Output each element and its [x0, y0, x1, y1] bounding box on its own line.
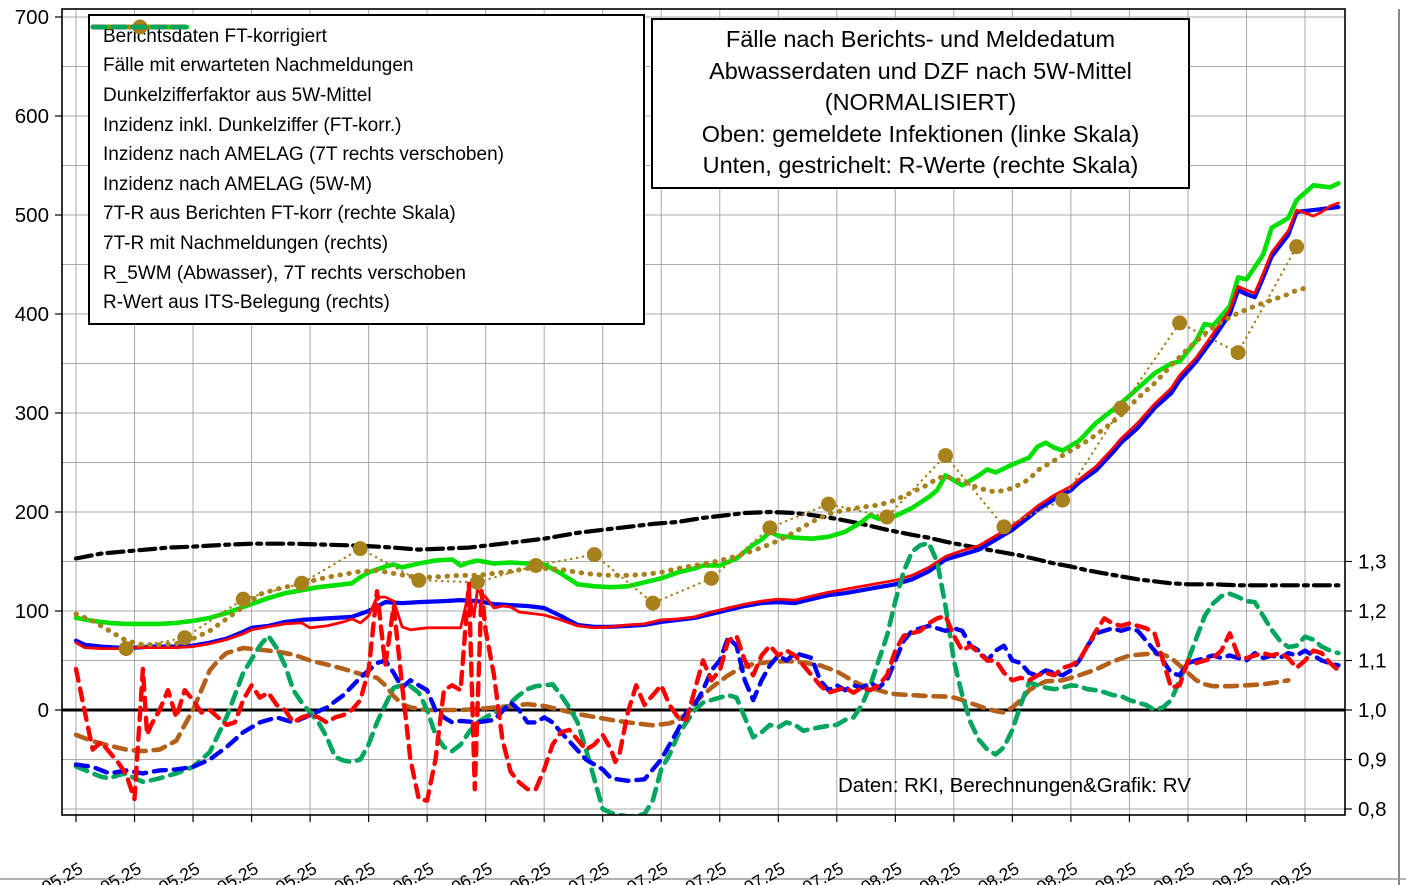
- x-axis-tick-label: 07.08.25: [836, 858, 905, 885]
- series-5: [73, 285, 1308, 648]
- amelag-marker: [528, 557, 544, 573]
- left-axis-tick-label: 200: [15, 501, 49, 524]
- left-axis-tick-label: 300: [15, 402, 49, 425]
- right-axis-tick-label: 0,9: [1358, 749, 1387, 772]
- x-axis-tick-label: 26.06.25: [485, 858, 554, 885]
- x-axis-tick-label: 17.07.25: [661, 858, 730, 885]
- x-axis-tick-label: 10.07.25: [602, 858, 671, 885]
- legend-label: Fälle mit erwarteten Nachmeldungen: [103, 55, 414, 77]
- series-1: [74, 201, 1340, 650]
- plot-border: [61, 8, 1346, 816]
- amelag-marker: [937, 448, 953, 464]
- left-axis-tick-label: 600: [15, 105, 49, 128]
- x-axis-tick-label: 29.05.25: [251, 858, 320, 885]
- x-axis-tick-label: 15.05.25: [134, 858, 203, 885]
- legend-item-7: 7T-R mit Nachmeldungen (rechts): [90, 24, 643, 259]
- x-axis-tick-label: 01.05.25: [17, 858, 86, 885]
- x-axis-tick-label: 28.08.25: [1012, 858, 1081, 885]
- legend-label: 7T-R mit Nachmeldungen (rechts): [103, 232, 389, 254]
- x-axis-tick-label: 05.06.25: [310, 858, 379, 885]
- x-axis-tick-label: 03.07.25: [544, 858, 613, 885]
- right-axis-tick-label: 1,0: [1358, 699, 1387, 722]
- legend-item-8: R_5WM (Abwasser), 7T rechts verschoben: [90, 24, 643, 289]
- amelag-marker: [411, 572, 427, 588]
- legend-label: Berichtsdaten FT-korrigiert: [103, 25, 327, 47]
- title-line-3: (NORMALISIERT): [824, 89, 1017, 115]
- axis-ticks: [55, 16, 1352, 822]
- series-3: [73, 181, 1341, 627]
- legend-label: R_5WM (Abwasser), 7T rechts verschoben: [103, 262, 466, 284]
- x-axis-tick-label: 11.09.25: [1130, 858, 1198, 885]
- title-line-4: Oben: gemeldete Infektionen (linke Skala…: [701, 120, 1140, 147]
- x-axis-tick-label: 14.08.25: [895, 858, 964, 885]
- right-axis-tick-label: 0,8: [1358, 798, 1387, 821]
- amelag-marker: [1055, 492, 1071, 508]
- legend-label: Inzidenz nach AMELAG (5W-M): [103, 173, 372, 195]
- amelag-marker: [586, 547, 602, 563]
- amelag-marker: [294, 575, 310, 591]
- amelag-marker: [645, 595, 661, 611]
- left-axis-tick-label: 500: [15, 204, 49, 227]
- amelag-marker: [1113, 400, 1129, 416]
- legend-item-9: R-Wert aus ITS-Belegung (rechts): [90, 24, 643, 318]
- legend-label: Inzidenz inkl. Dunkelziffer (FT-korr.): [103, 114, 402, 136]
- series-2: [73, 509, 1341, 588]
- x-axis-tick-label: 18.09.25: [1187, 858, 1256, 885]
- amelag-marker: [1172, 315, 1188, 331]
- amelag-marker: [1289, 239, 1305, 255]
- x-axis-tick-label: 12.06.25: [368, 858, 437, 885]
- legend-item-1: Fälle mit erwarteten Nachmeldungen: [91, 25, 643, 82]
- x-axis-tick-label: 24.07.25: [719, 858, 788, 885]
- x-axis-tick-label: 25.09.25: [1246, 858, 1315, 885]
- chart-title: Fälle nach Berichts- und Meldedatum Abwa…: [651, 18, 1190, 189]
- amelag-marker: [820, 496, 836, 512]
- right-axis-tick-label: 1,1: [1358, 650, 1387, 673]
- legend-label: Dunkelzifferfaktor aus 5W-Mittel: [103, 84, 372, 106]
- legend-item-2: Dunkelzifferfaktor aus 5W-Mittel: [90, 24, 643, 111]
- x-axis-tick-label: 31.07.25: [778, 858, 847, 885]
- series-8: [73, 645, 1291, 754]
- title-line-5: Unten, gestrichelt: R-Werte (rechte Skal…: [702, 152, 1139, 178]
- left-axis-tick-label: 0: [38, 699, 49, 722]
- title-line-1: Fälle nach Berichts- und Meldedatum: [725, 26, 1116, 52]
- legend-label: Inzidenz nach AMELAG (7T rechts verschob…: [103, 144, 504, 166]
- x-axis-tick-label: 22.05.25: [193, 858, 262, 885]
- x-axis-tick-label: 19.06.25: [427, 858, 496, 885]
- right-axis-tick-label: 1,3: [1358, 551, 1387, 574]
- right-axis-tick-label: 1,2: [1358, 600, 1387, 623]
- amelag-marker: [996, 519, 1012, 535]
- left-axis-tick-label: 400: [15, 303, 49, 326]
- legend-label: 7T-R aus Berichten FT-korr (rechte Skala…: [103, 203, 456, 225]
- amelag-marker: [235, 591, 251, 607]
- amelag-marker: [879, 509, 895, 525]
- x-axis-tick-label: 08.05.25: [76, 858, 145, 885]
- amelag-marker: [703, 570, 719, 586]
- x-axis-tick-label: 21.08.25: [953, 858, 1022, 885]
- series-0: [73, 205, 1341, 650]
- series-9: [73, 540, 1341, 815]
- title-line-2: Abwasserdaten und DZF nach 5W-Mittel: [709, 57, 1132, 84]
- series-group: [73, 181, 1341, 815]
- legend-item-4: Inzidenz nach AMELAG (7T rechts verschob…: [91, 19, 643, 170]
- x-axis-tick-label: 04.09.25: [1070, 858, 1139, 885]
- amelag-marker: [352, 541, 368, 557]
- legend-label: R-Wert aus ITS-Belegung (rechts): [103, 292, 390, 314]
- left-axis-tick-label: 700: [15, 6, 49, 29]
- amelag-marker: [177, 630, 193, 646]
- series-7: [73, 581, 1341, 803]
- legend-item-3: Inzidenz inkl. Dunkelziffer (FT-korr.): [90, 24, 643, 141]
- legend: Berichtsdaten FT-korrigiert Fälle mit erw…: [88, 14, 645, 325]
- left-axis-tick-label: 100: [15, 600, 49, 623]
- amelag-marker: [762, 520, 778, 536]
- amelag-marker: [469, 574, 485, 590]
- amelag-marker: [118, 641, 134, 657]
- amelag-marker: [1230, 345, 1246, 361]
- source-annotation: Daten: RKI, Berechnungen&Grafik: RV: [838, 774, 1191, 797]
- legend-line-sample-icon: [90, 24, 190, 30]
- legend-item-6: 7T-R aus Berichten FT-korr (rechte Skala…: [90, 24, 643, 230]
- legend-item-5: Inzidenz nach AMELAG (5W-M): [90, 24, 643, 200]
